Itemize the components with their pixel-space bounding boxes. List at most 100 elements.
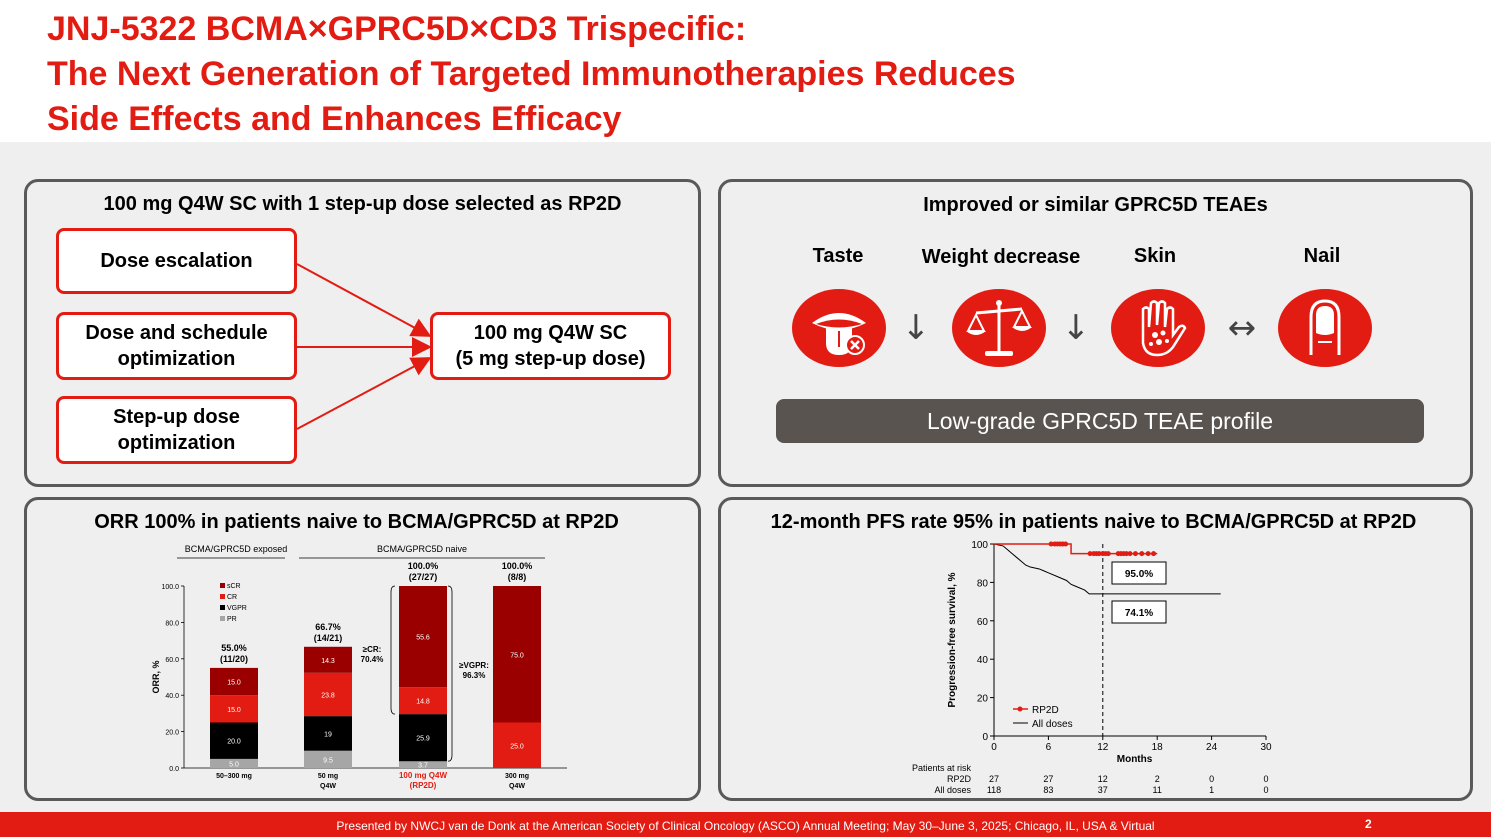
orr-bar-value-label: 55.6 — [416, 635, 430, 642]
orr-bar-value-label: 3.7 — [418, 763, 428, 770]
pfs-rp2d-censor-marker — [1087, 551, 1093, 557]
orr-bar-value-label: 19 — [324, 731, 332, 738]
vgpr-bracket — [447, 585, 453, 762]
orr-total-n: (27/27) — [409, 572, 438, 582]
orr-legend-swatch — [220, 594, 225, 599]
orr-bar-value-label: 25.0 — [510, 743, 524, 750]
risk-table-cell: 12 — [1098, 774, 1108, 784]
pfs-y-tick-label: 0 — [982, 732, 988, 743]
risk-table-cell: 0 — [1263, 774, 1268, 784]
orr-bar-value-label: 15.0 — [227, 707, 241, 714]
orr-total-pct: 100.0% — [408, 561, 439, 571]
pfs-x-tick-label: 12 — [1097, 742, 1109, 753]
orr-bar-segment — [210, 667, 258, 696]
orr-bar-segment — [399, 586, 447, 688]
teae-label-nail: Nail — [1303, 245, 1341, 267]
pfs-callout-all-box — [1111, 600, 1167, 624]
rp2d-output-label-1: 100 mg Q4W SC — [473, 322, 628, 344]
pfs-callout-rp2d-box — [1111, 561, 1167, 585]
slide-title-line-1: JNJ-5322 BCMA×GPRC5D×CD3 Trispecific: — [47, 10, 747, 48]
scale-icon — [952, 289, 1046, 367]
rp2d-output-label-2: (5 mg step-up dose) — [455, 348, 646, 370]
arrow-dose-escalation — [296, 263, 432, 337]
orr-bar-value-label: 14.3 — [321, 658, 335, 665]
pfs-rp2d-censor-marker — [1063, 541, 1069, 547]
orr-y-tick-label: 0.0 — [169, 766, 179, 773]
orr-y-tick-label: 100.0 — [161, 584, 179, 591]
slide-header: JNJ-5322 BCMA×GPRC5D×CD3 Trispecific: Th… — [0, 0, 1491, 142]
tongue-icon — [792, 289, 886, 367]
orr-total-n: (14/21) — [314, 633, 343, 643]
group-label-naive: BCMA/GPRC5D naive — [377, 544, 467, 554]
teae-label-skin: Skin — [1133, 245, 1177, 267]
risk-table-cell: 27 — [989, 774, 999, 784]
orr-bar-segment — [210, 722, 258, 759]
pfs-x-tick-label: 0 — [991, 742, 997, 753]
pfs-x-axis-title: Months — [1117, 754, 1153, 765]
pfs-panel: 12-month PFS rate 95% in patients naive … — [718, 497, 1473, 801]
flow-arrows — [296, 263, 432, 430]
orr-total-n: (11/20) — [220, 654, 248, 664]
pfs-y-tick-label: 100 — [971, 540, 988, 551]
risk-table-cell: 37 — [1098, 785, 1108, 795]
orr-legend-label: CR — [227, 594, 237, 601]
dose-schedule-box: Dose and schedule optimization — [56, 312, 297, 380]
orr-y-tick-label: 40.0 — [165, 693, 179, 700]
risk-table-cell: 0 — [1263, 785, 1268, 795]
orr-y-axis-title: ORR, % — [151, 660, 161, 693]
orr-bar-segment — [304, 646, 352, 673]
pfs-rp2d-censor-marker — [1145, 551, 1151, 557]
pfs-rp2d-censor-marker — [1096, 551, 1102, 557]
orr-bar-value-label: 9.5 — [323, 757, 333, 764]
orr-category-label: 300 mg — [505, 773, 529, 780]
orr-total-pct: 55.0% — [221, 643, 247, 653]
footer-citation: Presented by NWCJ van de Donk at the Ame… — [336, 819, 1155, 833]
orr-y-tick-label: 80.0 — [165, 620, 179, 627]
pfs-x-tick-label: 6 — [1046, 742, 1052, 753]
orr-bar-segment — [399, 761, 447, 768]
orr-total-n: (8/8) — [508, 572, 527, 582]
pfs-rp2d-censor-marker — [1123, 551, 1129, 557]
pfs-legend-all-label: All doses — [1032, 719, 1073, 730]
dose-schedule-label-2: optimization — [117, 348, 236, 370]
orr-bar-segment — [399, 687, 447, 715]
pfs-all-doses-curve — [993, 543, 1221, 595]
pfs-rp2d-censor-marker — [1127, 551, 1133, 557]
orr-y-tick-label: 60.0 — [165, 657, 179, 664]
risk-table-cell: 11 — [1153, 785, 1162, 795]
orr-category-sublabel: (RP2D) — [410, 781, 437, 790]
dose-escalation-label: Dose escalation — [100, 250, 253, 272]
orr-panel-title: ORR 100% in patients naive to BCMA/GPRC5… — [94, 511, 619, 533]
orr-panel: ORR 100% in patients naive to BCMA/GPRC5… — [24, 497, 701, 801]
pfs-rp2d-censor-marker — [1132, 551, 1138, 557]
cr-annotation-value: 70.4% — [361, 655, 384, 664]
rp2d-selection-panel: 100 mg Q4W SC with 1 step-up dose select… — [24, 179, 701, 487]
stepup-dose-label-2: optimization — [117, 432, 236, 454]
pfs-rp2d-censor-marker — [1151, 551, 1157, 557]
rp2d-output-box: 100 mg Q4W SC (5 mg step-up dose) — [430, 312, 671, 380]
orr-stacked-bar-chart: BCMA/GPRC5D exposed BCMA/GPRC5D naive 0.0 2… — [151, 544, 567, 790]
teae-label-taste: Taste — [812, 245, 864, 267]
weight-trend-down-icon: ↓ — [1061, 308, 1091, 348]
pfs-panel-title: 12-month PFS rate 95% in patients naive … — [770, 511, 1417, 533]
stepup-dose-label-1: Step-up dose — [113, 406, 240, 428]
pfs-x-tick-label: 24 — [1206, 742, 1218, 753]
cr-annotation-label: ≥CR: — [363, 645, 382, 654]
pfs-legend-rp2d-label: RP2D — [1032, 705, 1059, 716]
pfs-y-tick-label: 20 — [977, 694, 989, 705]
teae-label-weight: Weight decrease — [921, 246, 1081, 268]
risk-table-row-label: All doses — [934, 785, 971, 795]
pfs-rp2d-censor-marker — [1048, 541, 1054, 547]
pfs-callout-all: 74.1% — [1125, 608, 1153, 619]
teae-panel-title: Improved or similar GPRC5D TEAEs — [923, 194, 1268, 216]
orr-bar-segment — [399, 714, 447, 762]
orr-bar-value-label: 5.0 — [229, 761, 239, 768]
pfs-y-tick-label: 80 — [977, 578, 989, 589]
pfs-callout-rp2d: 95.0% — [1125, 569, 1153, 580]
pfs-legend-rp2d-marker — [1017, 706, 1023, 712]
orr-legend-swatch — [220, 616, 225, 621]
orr-legend-label: sCR — [227, 583, 241, 590]
dose-schedule-label-1: Dose and schedule — [85, 322, 268, 344]
orr-category-label: 50 mg — [318, 773, 338, 780]
